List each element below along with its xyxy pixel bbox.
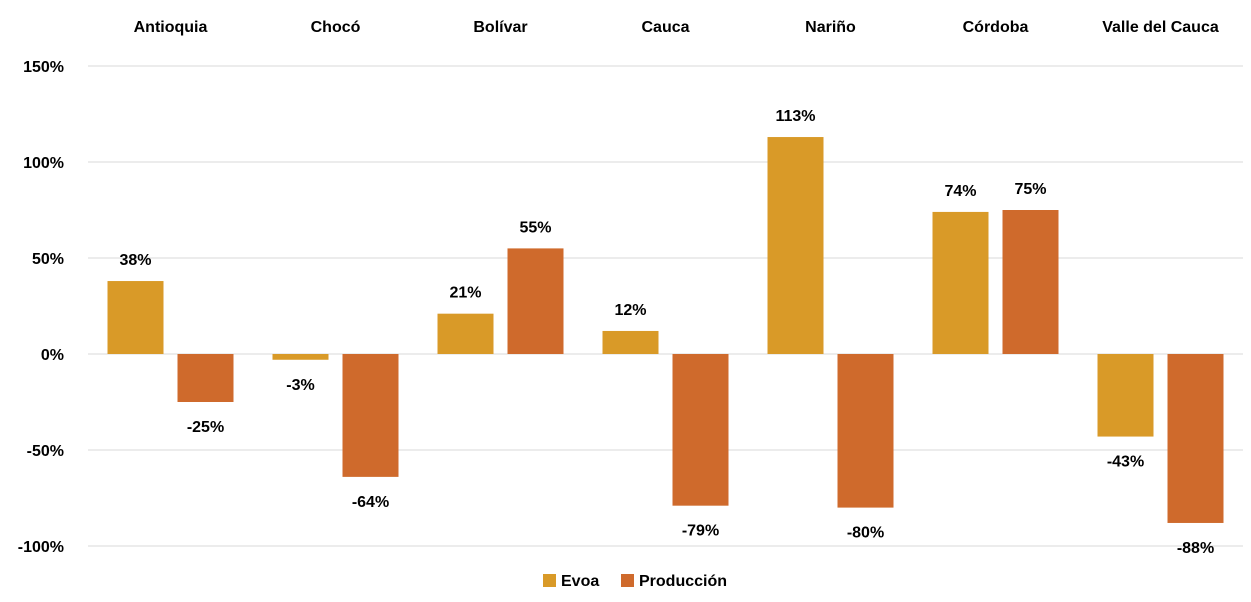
data-label: -3% [286, 377, 314, 394]
y-tick-label: -50% [27, 443, 64, 460]
legend: Evoa Producción [543, 573, 727, 590]
data-label: 74% [944, 183, 976, 200]
legend-swatch [543, 574, 556, 587]
data-label: 75% [1014, 181, 1046, 198]
bar-evoa [272, 354, 329, 360]
bar-evoa [602, 330, 659, 354]
data-labels: 38% -3% 21% 12% 113% 74% -43% -25% -64% 55% -79% -8… [119, 108, 1214, 557]
data-label: 113% [775, 108, 815, 125]
bar-evoa [107, 281, 164, 354]
category-label: Nariño [805, 19, 856, 36]
bar-evoa [932, 211, 989, 354]
bar-evoa [1097, 354, 1154, 437]
category-label: Bolívar [473, 19, 527, 36]
category-labels: Antioquia Chocó Bolívar Cauca Nariño Córdoba V… [134, 19, 1219, 36]
data-label: 55% [519, 219, 551, 236]
y-axis-ticks: 150% 100% 50% 0% -50% -100% [18, 59, 64, 556]
y-tick-label: 50% [32, 251, 64, 268]
data-label: -64% [352, 494, 389, 511]
category-label: Valle del Cauca [1102, 19, 1219, 36]
y-tick-label: 0% [41, 347, 64, 364]
bar-evoa [767, 137, 824, 354]
legend-label: Producción [639, 573, 727, 590]
bar-produccion [342, 354, 399, 477]
data-label: -79% [682, 523, 719, 540]
data-label: -25% [187, 419, 224, 436]
legend-swatch [621, 574, 634, 587]
bar-produccion [507, 248, 564, 354]
bar-produccion [177, 354, 234, 402]
bar-produccion [672, 354, 729, 506]
category-label: Cauca [641, 19, 689, 36]
bar-evoa [437, 313, 494, 354]
gridlines [88, 65, 1243, 547]
category-label: Antioquia [134, 19, 208, 36]
y-tick-label: 150% [23, 59, 64, 76]
y-tick-label: 100% [23, 155, 64, 172]
data-label: 38% [119, 252, 151, 269]
bars [107, 137, 1224, 523]
bar-produccion [1002, 210, 1059, 354]
bar-produccion [837, 354, 894, 508]
data-label: -43% [1107, 454, 1144, 471]
y-tick-label: -100% [18, 539, 64, 556]
legend-label: Evoa [561, 573, 599, 590]
data-label: -88% [1177, 540, 1214, 557]
category-label: Córdoba [963, 19, 1029, 36]
bar-produccion [1167, 354, 1224, 523]
category-label: Chocó [311, 19, 361, 36]
data-label: -80% [847, 525, 884, 542]
data-label: 21% [449, 285, 481, 302]
data-label: 12% [614, 302, 646, 319]
